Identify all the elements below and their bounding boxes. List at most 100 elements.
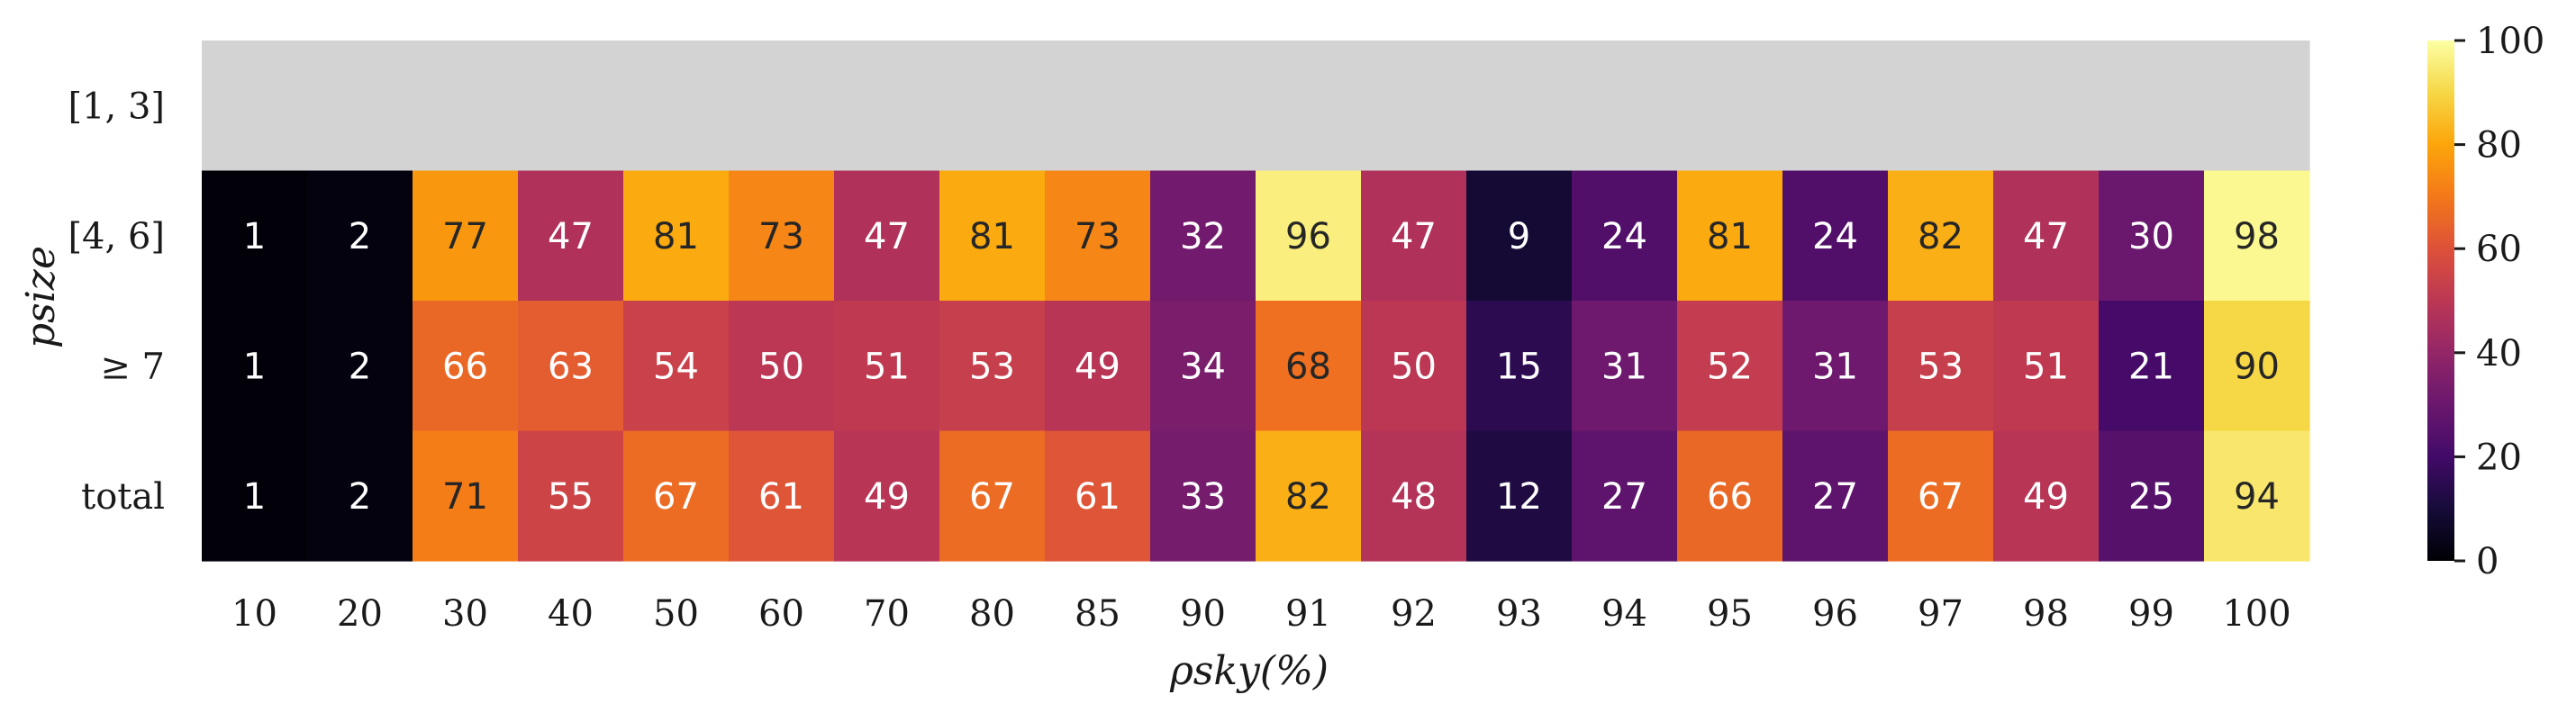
cell-value-label: 21 — [2128, 346, 2174, 387]
cell-value-label: 67 — [653, 476, 699, 518]
heatmap-cell — [623, 430, 730, 562]
heatmap-cell — [1256, 301, 1362, 432]
cell-value-label: 96 — [1285, 216, 1331, 257]
colorbar-ticks: 0 20 40 60 80 100 — [2454, 21, 2544, 582]
x-tick-label: 96 — [1812, 593, 1858, 635]
cell-value-label: 54 — [653, 346, 699, 387]
x-tick-label: 92 — [1391, 593, 1437, 635]
colorbar-tick-label: 0 — [2476, 541, 2499, 582]
x-tick-label: 50 — [653, 593, 699, 635]
cell-value-label: 27 — [1601, 476, 1647, 518]
heatmap-cell — [1466, 41, 1573, 172]
heatmap-cell — [1782, 430, 1889, 562]
heatmap-cell — [413, 170, 519, 302]
cell-value-label: 49 — [864, 476, 910, 518]
heatmap-cell — [1993, 41, 2100, 172]
y-tick-labels: [1, 3] [4, 6] ≥ 7 total — [68, 86, 165, 518]
x-tick-label: 94 — [1601, 593, 1647, 635]
cell-value-label: 53 — [1918, 346, 1964, 387]
heatmap-cell — [1150, 170, 1256, 302]
cell-value-label: 81 — [1707, 216, 1753, 257]
cell-value-label: 67 — [969, 476, 1015, 518]
cell-value-label: 48 — [1391, 476, 1437, 518]
cell-value-label: 90 — [2234, 346, 2280, 387]
cell-value-label: 51 — [864, 346, 910, 387]
cell-value-label: 33 — [1180, 476, 1226, 518]
heatmap-cell — [202, 301, 308, 432]
heatmap-cell — [202, 170, 308, 302]
heatmap-cell — [729, 170, 835, 302]
heatmap-cell — [1572, 170, 1678, 302]
heatmap-cell — [1782, 170, 1889, 302]
x-axis-label: ρsky(%) — [1169, 648, 1329, 694]
cell-value-label: 61 — [1075, 476, 1120, 518]
heatmap-cell — [1993, 430, 2100, 562]
heatmap-cell — [939, 170, 1046, 302]
x-tick-label: 97 — [1918, 593, 1964, 635]
x-tick-label: 91 — [1285, 593, 1331, 635]
cell-value-label: 50 — [758, 346, 804, 387]
cell-value-label: 68 — [1285, 346, 1331, 387]
heatmap-cell — [307, 41, 413, 172]
heatmap-cell — [518, 170, 624, 302]
x-tick-label: 90 — [1180, 593, 1226, 635]
x-tick-label: 95 — [1707, 593, 1753, 635]
colorbar-tick-label: 80 — [2476, 125, 2522, 167]
heatmap-cell — [834, 301, 940, 432]
cell-value-label: 31 — [1812, 346, 1858, 387]
cell-value-label: 98 — [2234, 216, 2280, 257]
heatmap-cell — [518, 41, 624, 172]
cell-value-label: 67 — [1918, 476, 1964, 518]
heatmap-cell — [1361, 170, 1467, 302]
y-axis-label: psize — [18, 246, 64, 348]
x-tick-label: 20 — [337, 593, 383, 635]
cell-value-label: 2 — [349, 346, 371, 387]
cell-value-label: 82 — [1918, 216, 1964, 257]
heatmap-cell — [202, 41, 308, 172]
x-tick-label: 98 — [2023, 593, 2069, 635]
heatmap-cell — [413, 301, 519, 432]
heatmap-cell — [1361, 301, 1467, 432]
heatmap-cell — [2204, 301, 2310, 432]
heatmap-cell — [413, 430, 519, 562]
cell-value-label: 15 — [1496, 346, 1542, 387]
cell-value-label: 31 — [1601, 346, 1647, 387]
heatmap-cell — [2204, 41, 2310, 172]
heatmap-cell — [1256, 41, 1362, 172]
cell-value-label: 2 — [349, 476, 371, 518]
heatmap-cell — [202, 430, 308, 562]
heatmap-cell — [307, 430, 413, 562]
heatmap-cell — [1256, 430, 1362, 562]
cell-value-label: 2 — [349, 216, 371, 257]
x-tick-label: 40 — [548, 593, 594, 635]
cell-value-label: 73 — [1075, 216, 1120, 257]
x-tick-labels: 10 20 30 40 50 60 70 80 85 90 91 92 93 94 95 96 97 98 99 10… — [231, 593, 2291, 635]
heatmap-cell — [307, 170, 413, 302]
heatmap-cells — [202, 41, 2310, 562]
heatmap-cell — [729, 301, 835, 432]
cell-value-label: 73 — [758, 216, 804, 257]
cell-value-label: 47 — [2023, 216, 2069, 257]
cell-value-label: 61 — [758, 476, 804, 518]
cell-value-label: 25 — [2128, 476, 2174, 518]
heatmap-cell — [834, 41, 940, 172]
cell-value-label: 77 — [442, 216, 488, 257]
heatmap-cell — [1677, 41, 1783, 172]
heatmap-cell — [2099, 170, 2205, 302]
heatmap-cell — [1572, 301, 1678, 432]
x-tick-label: 10 — [231, 593, 277, 635]
cell-value-label: 82 — [1285, 476, 1331, 518]
x-tick-label: 60 — [758, 593, 804, 635]
cell-value-label: 1 — [243, 346, 266, 387]
cell-value-label: 71 — [442, 476, 488, 518]
cell-value-label: 24 — [1812, 216, 1858, 257]
x-tick-label: 70 — [864, 593, 910, 635]
x-tick-label: 100 — [2222, 593, 2290, 635]
heatmap-cell — [1993, 170, 2100, 302]
heatmap-cell — [1045, 170, 1151, 302]
y-tick-label: [1, 3] — [68, 86, 165, 127]
cell-value-label: 27 — [1812, 476, 1858, 518]
heatmap-cell — [2099, 41, 2205, 172]
heatmap-cell — [939, 41, 1046, 172]
heatmap-cell — [307, 301, 413, 432]
